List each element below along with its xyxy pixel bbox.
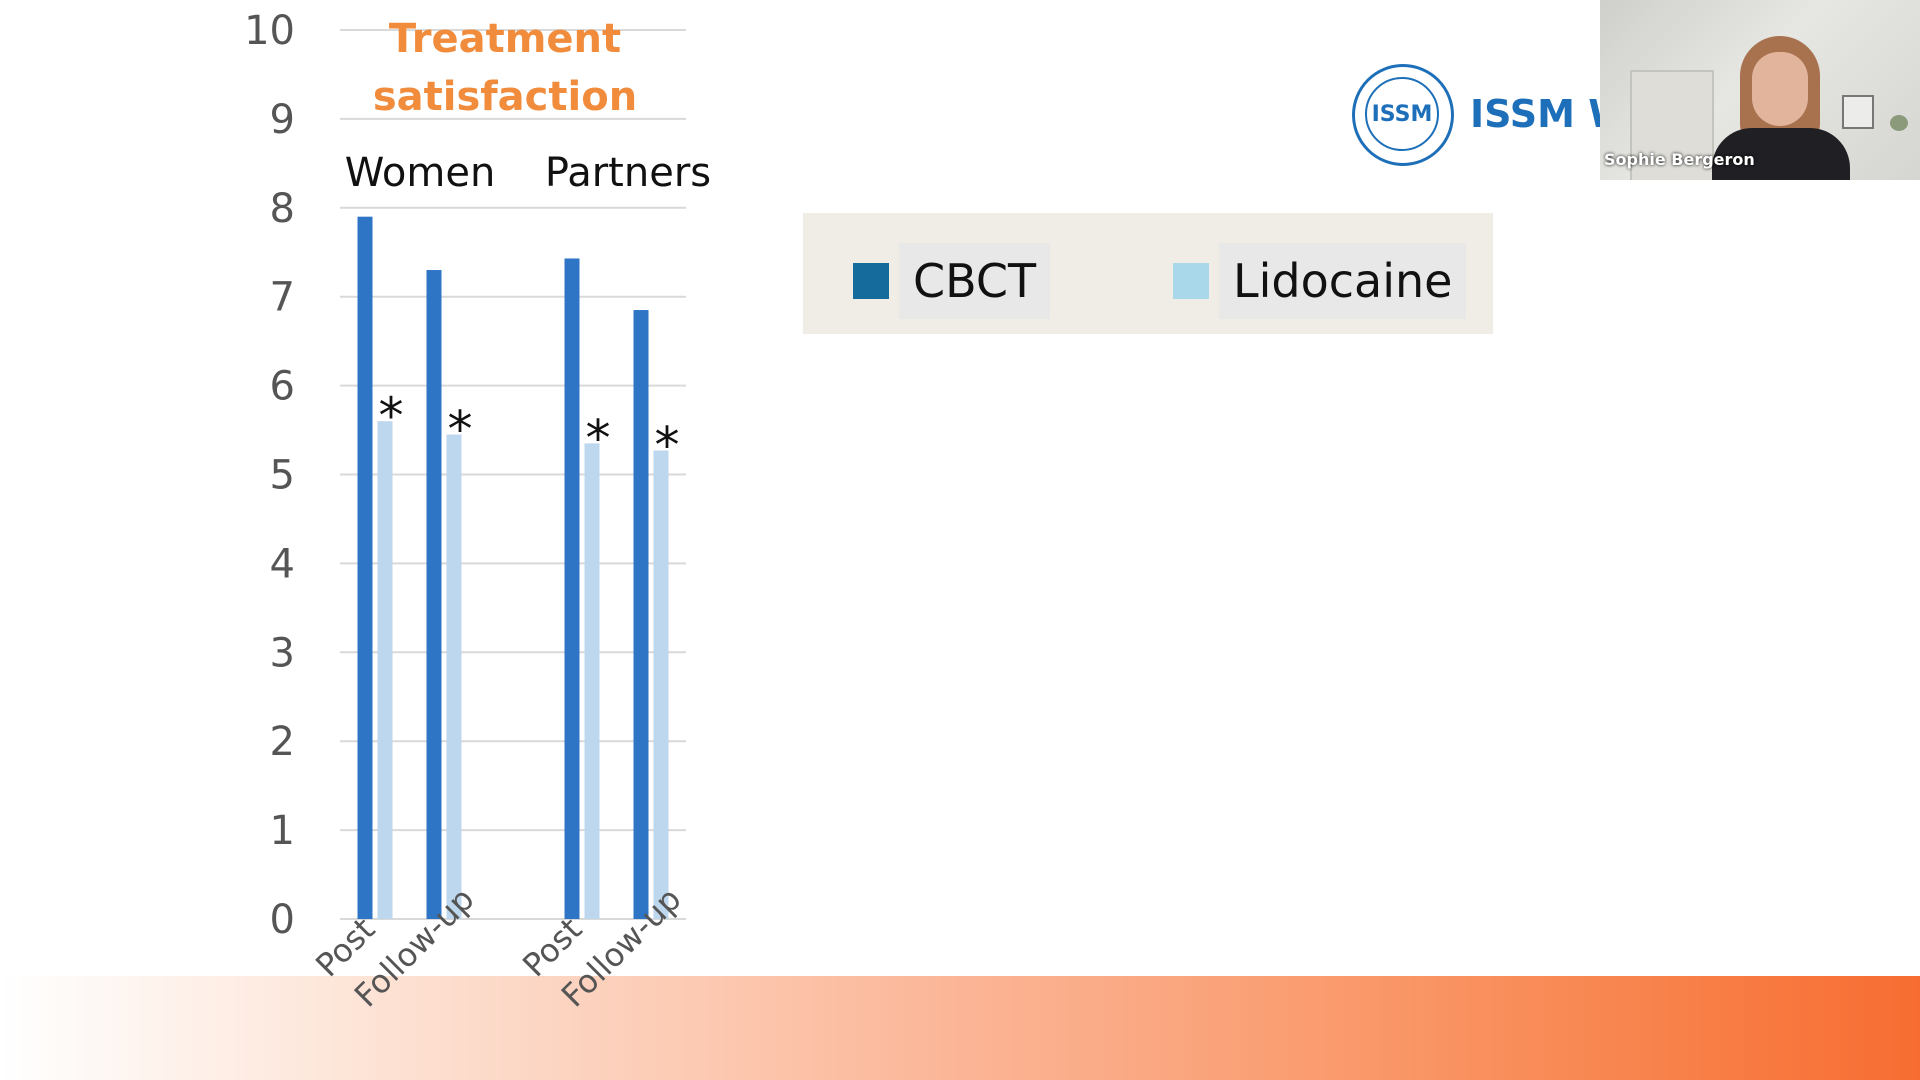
legend-swatch-lidocaine: [1173, 263, 1209, 299]
issm-logo-text: ISSM W: [1470, 92, 1600, 136]
y-tick-label: 5: [270, 453, 295, 499]
webcam-background-frame: [1842, 95, 1874, 129]
webcam-background-door: [1630, 70, 1714, 180]
bar-lidocaine-0: [377, 421, 393, 919]
significance-star: *: [655, 416, 680, 474]
significance-star: *: [448, 400, 473, 458]
group-label-partners: Partners: [545, 150, 711, 196]
group-label-women: Women: [345, 150, 496, 196]
webcam-background-plant: [1890, 115, 1908, 131]
legend-item-cbct: CBCT: [853, 243, 1051, 319]
bar-lidocaine-3: [653, 450, 669, 919]
bar-cbct-0: [357, 216, 373, 919]
webcam-participant-name: Sophie Bergeron: [1604, 150, 1755, 169]
y-tick-label: 1: [270, 808, 295, 854]
significance-marks: * * * *: [379, 387, 680, 474]
webcam-person-body: [1712, 128, 1850, 180]
y-tick-label: 4: [270, 541, 295, 587]
issm-seal-text: ISSM: [1365, 77, 1439, 151]
bar-cbct-3: [633, 310, 649, 919]
y-axis-ticks: 0 1 2 3 4 5 6 7 8 9 10: [244, 8, 295, 943]
y-tick-label: 7: [270, 275, 295, 321]
significance-star: *: [586, 409, 611, 467]
bar-lidocaine-2: [584, 443, 600, 919]
y-tick-label: 6: [270, 364, 295, 410]
chart-title: Treatment satisfaction: [373, 16, 637, 120]
issm-seal: ISSM: [1352, 64, 1454, 166]
legend-label-lidocaine: Lidocaine: [1219, 243, 1467, 319]
slide-footer-band: [0, 976, 1920, 1080]
chart-title-line-1: Treatment: [389, 16, 621, 62]
legend-label-cbct: CBCT: [899, 243, 1051, 319]
legend-swatch-cbct: [853, 263, 889, 299]
issm-logo: ISSM ISSM W: [1350, 62, 1600, 170]
chart-legend: CBCT Lidocaine: [803, 213, 1493, 334]
legend-item-lidocaine: Lidocaine: [1173, 243, 1467, 319]
y-tick-label: 2: [270, 719, 295, 765]
chart-gridlines: [340, 29, 686, 920]
chart-bars: [357, 216, 669, 919]
significance-star: *: [379, 387, 404, 445]
y-tick-label: 10: [244, 8, 295, 54]
bar-cbct-2: [564, 258, 580, 919]
webcam-person-face: [1752, 52, 1808, 126]
chart-title-line-2: satisfaction: [373, 74, 637, 120]
bar-lidocaine-1: [446, 434, 462, 919]
bar-cbct-1: [426, 270, 442, 919]
y-tick-label: 9: [270, 97, 295, 143]
y-tick-label: 0: [270, 897, 295, 943]
y-tick-label: 8: [270, 186, 295, 232]
group-labels: Women Partners: [345, 150, 711, 196]
y-tick-label: 3: [270, 630, 295, 676]
webcam-overlay: Sophie Bergeron: [1600, 0, 1920, 180]
